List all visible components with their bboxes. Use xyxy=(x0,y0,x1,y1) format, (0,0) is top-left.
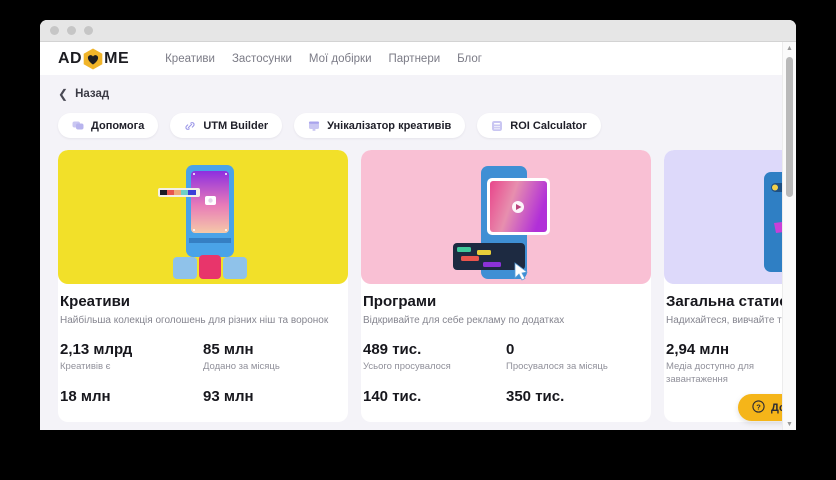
stat-item: 18 млн xyxy=(60,388,203,408)
creative-uniqualizer-button[interactable]: Унікалізатор креативів xyxy=(294,113,466,138)
stat-value: 2,13 млрд xyxy=(60,341,133,358)
triangle-up-icon[interactable]: ▲ xyxy=(786,44,793,52)
stat-value: 0 xyxy=(506,341,515,358)
stat-item: 350 тис. xyxy=(506,388,649,408)
calculator-icon xyxy=(491,120,503,132)
help-tool-label: Допомога xyxy=(91,119,145,132)
stat-item: 2,13 млрд Креативів є xyxy=(60,341,203,374)
stat-item: 93 млн xyxy=(203,388,346,408)
link-icon xyxy=(184,120,196,132)
window-titlebar xyxy=(40,20,796,42)
card-programs-stats: 489 тис. Усього просувалося 0 Просувалос… xyxy=(363,341,649,422)
chat-bubble-icon xyxy=(72,120,84,132)
card-programs-subtitle: Відкривайте для себе рекламу по додатках xyxy=(363,315,565,326)
back-button[interactable]: ❮ Назад xyxy=(58,75,796,113)
utm-builder-button[interactable]: UTM Builder xyxy=(170,113,283,138)
stat-value: 489 тис. xyxy=(363,341,422,358)
nav-item-partners[interactable]: Партнери xyxy=(388,52,441,65)
stat-value: 2,94 млн xyxy=(666,341,730,358)
page-viewport: AD ME Креативи Застосунки Мої добірки Па… xyxy=(40,42,796,430)
main-nav: Креативи Застосунки Мої добірки Партнери… xyxy=(165,53,482,65)
back-label: Назад xyxy=(75,88,110,100)
question-circle-icon: ? xyxy=(752,399,765,416)
minimize-button[interactable] xyxy=(67,26,76,35)
page-content: ❮ Назад Допомога xyxy=(40,75,796,422)
stat-item: 489 тис. Усього просувалося xyxy=(363,341,506,374)
stat-item: 2,94 млн Медіа доступно для завантаження xyxy=(666,341,796,387)
stat-label: Додано за місяць xyxy=(203,361,280,372)
utm-builder-label: UTM Builder xyxy=(203,119,269,132)
roi-calculator-label: ROI Calculator xyxy=(510,119,587,132)
card-creatives-title: Креативи xyxy=(60,293,131,310)
card-general-statistics-title: Загальна статистика xyxy=(666,293,796,310)
site-header: AD ME Креативи Застосунки Мої добірки Па… xyxy=(40,42,796,75)
stat-value: 85 млн xyxy=(203,341,254,358)
stat-label: Просувалося за місяць xyxy=(506,361,608,372)
logo[interactable]: AD ME xyxy=(58,48,129,70)
cards-row: Креативи Найбільша колекція оголошень дл… xyxy=(58,150,796,422)
stat-label: Креативів є xyxy=(60,361,111,372)
card-creatives-subtitle: Найбільша колекція оголошень для різних … xyxy=(60,315,329,326)
card-creatives-stats: 2,13 млрд Креативів є 85 млн Додано за м… xyxy=(60,341,346,422)
roi-calculator-button[interactable]: ROI Calculator xyxy=(477,113,601,138)
card-programs-illustration xyxy=(361,150,651,284)
card-programs-title: Програми xyxy=(363,293,437,310)
card-general-statistics[interactable]: Загальна статистика Надихайтеся, вивчайт… xyxy=(664,150,796,422)
scrollbar-thumb[interactable] xyxy=(786,57,793,197)
chevron-left-icon: ❮ xyxy=(58,87,69,101)
card-creatives[interactable]: Креативи Найбільша колекція оголошень дл… xyxy=(58,150,348,422)
window-grid-icon xyxy=(308,120,320,132)
card-general-statistics-stats: 2,94 млн Медіа доступно для завантаження xyxy=(666,341,796,401)
card-general-statistics-subtitle: Надихайтеся, вивчайте та аналізуйте xyxy=(666,315,796,326)
card-creatives-illustration xyxy=(58,150,348,284)
stat-value: 350 тис. xyxy=(506,387,565,405)
stat-value: 140 тис. xyxy=(363,387,422,405)
nav-item-my-collections[interactable]: Мої добірки xyxy=(308,52,372,65)
stat-value: 18 млн xyxy=(60,387,111,405)
logo-text-right: ME xyxy=(104,49,130,67)
maximize-button[interactable] xyxy=(84,26,93,35)
vertical-scrollbar[interactable]: ▲ ▼ xyxy=(782,42,796,430)
card-programs[interactable]: Програми Відкривайте для себе рекламу по… xyxy=(361,150,651,422)
stat-item: 140 тис. xyxy=(363,388,506,408)
stat-item: 0 Просувалося за місяць xyxy=(506,341,649,374)
svg-text:?: ? xyxy=(756,402,761,411)
stat-label: Медіа доступно для завантаження xyxy=(666,361,755,385)
tool-buttons: Допомога UTM Builder xyxy=(58,113,796,138)
browser-window: AD ME Креативи Застосунки Мої добірки Па… xyxy=(40,20,796,430)
stat-label: Усього просувалося xyxy=(363,361,451,372)
heart-hexagon-icon xyxy=(83,48,103,70)
card-general-statistics-illustration xyxy=(664,150,796,284)
creative-uniqualizer-label: Унікалізатор креативів xyxy=(327,119,452,132)
triangle-down-icon[interactable]: ▼ xyxy=(786,420,793,428)
close-button[interactable] xyxy=(50,26,59,35)
logo-text-left: AD xyxy=(58,49,83,67)
stat-item: 85 млн Додано за місяць xyxy=(203,341,346,374)
nav-item-creatives[interactable]: Креативи xyxy=(165,52,215,65)
help-tool-button[interactable]: Допомога xyxy=(58,113,159,138)
nav-item-blog[interactable]: Блог xyxy=(457,52,482,65)
nav-item-apps[interactable]: Застосунки xyxy=(231,52,292,65)
stat-value: 93 млн xyxy=(203,387,254,405)
